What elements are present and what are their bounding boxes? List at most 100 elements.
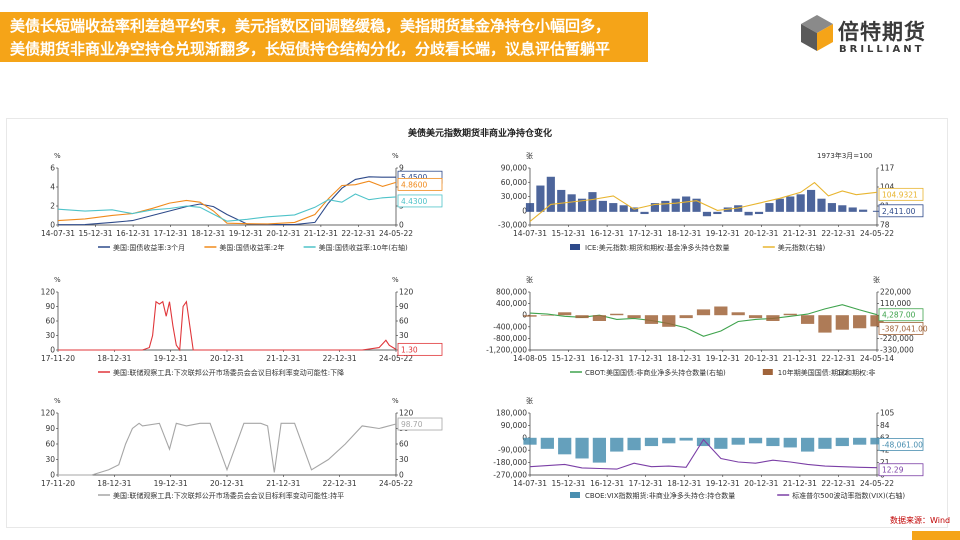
c4-value-label-box bbox=[878, 308, 924, 322]
c2-bar bbox=[577, 198, 587, 212]
c1-x-tick: 21-12-31 bbox=[304, 229, 338, 238]
c5-y2-tick: 60 bbox=[399, 440, 409, 449]
c6-legend-label: 标准普尔500波动率指数(VIX)(右轴) bbox=[792, 491, 905, 500]
c3-x-tick: 21-12-31 bbox=[266, 354, 300, 363]
c4-legend-swatch bbox=[762, 369, 773, 375]
c2-value-label: 2,411.00 bbox=[882, 207, 916, 216]
c5-y2-tick: 30 bbox=[399, 455, 409, 464]
c2-bar bbox=[827, 203, 836, 212]
c5-y-tick: 0 bbox=[50, 471, 55, 480]
c4-x-tick: 14-08-05 bbox=[513, 354, 547, 363]
c1-series-line-2 bbox=[57, 193, 397, 222]
c6-bar bbox=[662, 437, 676, 444]
c2-legend-label: ICE:美元指数:期货和期权:基金净多头持仓数量 bbox=[585, 243, 729, 252]
c4-bar bbox=[627, 315, 641, 319]
c6-y-unit: 张 bbox=[526, 396, 533, 405]
c1-legend-label: 美国:国债收益率:3个月 bbox=[113, 243, 185, 252]
c4-bar bbox=[748, 315, 763, 319]
c6-x-tick: 14-07-31 bbox=[513, 479, 547, 488]
c2-y-tick: 90,000 bbox=[501, 164, 527, 173]
c6-y-tick: -90,000 bbox=[498, 446, 527, 455]
c1-y-tick: 6 bbox=[50, 164, 55, 173]
c2-series-line-1 bbox=[529, 181, 878, 222]
c3-y2-tick: 120 bbox=[399, 288, 414, 297]
c5-y-tick: 120 bbox=[41, 409, 56, 418]
c6-bar bbox=[731, 437, 745, 445]
c4-x-tick: 17-12-31 bbox=[629, 354, 663, 363]
c4-bar bbox=[662, 315, 676, 327]
c2-bar bbox=[817, 198, 826, 212]
c6-y-tick: -270,000 bbox=[493, 471, 527, 480]
c2-value-label-box bbox=[878, 187, 924, 201]
c4-bar bbox=[592, 315, 607, 321]
c4-x-tick: 19-12-31 bbox=[706, 354, 740, 363]
c2-bar bbox=[838, 205, 847, 212]
c1-y2-unit: % bbox=[392, 152, 399, 160]
c1-x-tick: 16-12-31 bbox=[116, 229, 150, 238]
c5-x-tick: 22-12-31 bbox=[323, 479, 357, 488]
c5-value-label-box bbox=[397, 417, 443, 431]
c4-x-tick: 15-12-31 bbox=[552, 354, 586, 363]
c2-y2-unit: 1973年3月=100 bbox=[817, 151, 873, 160]
c6-y-tick: 180,000 bbox=[496, 409, 527, 418]
c5-y-tick: 30 bbox=[45, 455, 55, 464]
c2-bar bbox=[671, 198, 680, 212]
c2-bar bbox=[661, 200, 670, 212]
c2-bar bbox=[734, 205, 743, 212]
c4-bar bbox=[800, 315, 815, 324]
c4-x-tick: 24-05-14 bbox=[860, 354, 894, 363]
brand-logo: 倍特期货 BRILLIANT bbox=[800, 14, 950, 64]
c6-bar bbox=[627, 437, 641, 451]
c6-x-tick: 22-12-31 bbox=[821, 479, 855, 488]
c1-x-tick: 14-07-31 bbox=[41, 229, 75, 238]
c2-bar bbox=[848, 207, 857, 212]
c4-y-tick: 400,000 bbox=[496, 299, 527, 308]
c2-bar bbox=[744, 211, 753, 216]
header-banner: 美债长短端收益率利差趋平约束，美元指数区间调整缓稳，美指期货基金净持仓小幅回多，… bbox=[0, 12, 648, 62]
c2-x-tick: 18-12-31 bbox=[667, 229, 701, 238]
c5-y2-tick: 120 bbox=[399, 409, 414, 418]
c2-y-tick: 30,000 bbox=[501, 192, 527, 201]
c6-x-tick: 16-12-31 bbox=[590, 479, 624, 488]
c3-y-tick: 90 bbox=[45, 302, 55, 311]
c6-bar bbox=[592, 437, 607, 463]
c2-bar bbox=[650, 203, 660, 212]
c6-y2-tick: 105 bbox=[880, 409, 895, 418]
c1-series-line-0 bbox=[57, 176, 396, 226]
c4-y-tick: -400,000 bbox=[493, 322, 527, 331]
c6-bar bbox=[800, 437, 815, 452]
c5-x-tick: 24-05-22 bbox=[379, 479, 413, 488]
c6-bar bbox=[558, 437, 572, 455]
footer-accent-bar bbox=[912, 531, 960, 540]
c4-x-tick: 20-12-31 bbox=[744, 354, 778, 363]
c6-bar bbox=[679, 437, 693, 441]
c6-bar bbox=[818, 437, 832, 449]
c1-x-tick: 19-12-31 bbox=[229, 229, 263, 238]
c5-y2-tick: 0 bbox=[399, 471, 404, 480]
c2-x-tick: 19-12-31 bbox=[706, 229, 740, 238]
c1-value-label-box bbox=[397, 194, 443, 208]
c1-value-label: 4.8600 bbox=[401, 180, 427, 189]
c4-y2-tick: -330,000 bbox=[880, 346, 914, 355]
c4-y-unit: 张 bbox=[526, 275, 533, 284]
c4-bar bbox=[696, 309, 711, 316]
c4-x-tick: 16-12-31 bbox=[590, 354, 624, 363]
c4-bar bbox=[783, 313, 797, 316]
c2-y-tick: 0 bbox=[522, 206, 527, 215]
c1-x-tick: 24-05-22 bbox=[379, 229, 413, 238]
c4-y-tick: 800,000 bbox=[496, 288, 527, 297]
c3-y-tick: 120 bbox=[41, 288, 56, 297]
c4-x-tick: 21-12-31 bbox=[783, 354, 817, 363]
c4-x-tick: 22-12-31 bbox=[821, 354, 855, 363]
logo-chinese-name: 倍特期货 bbox=[838, 20, 926, 44]
c1-y-tick: 0 bbox=[50, 221, 55, 230]
c4-bar bbox=[558, 312, 572, 316]
c5-x-tick: 18-12-31 bbox=[97, 479, 131, 488]
c2-y2-tick: 78 bbox=[880, 221, 890, 230]
c6-x-tick: 15-12-31 bbox=[552, 479, 586, 488]
c4-legend-label: CBOT:美国国债:非商业净多头持仓数量(右轴) bbox=[585, 368, 726, 377]
c5-value-label: 98.70 bbox=[401, 420, 423, 429]
c2-bar bbox=[525, 203, 535, 212]
c4-bar bbox=[644, 315, 659, 324]
c3-x-tick: 20-12-31 bbox=[210, 354, 244, 363]
